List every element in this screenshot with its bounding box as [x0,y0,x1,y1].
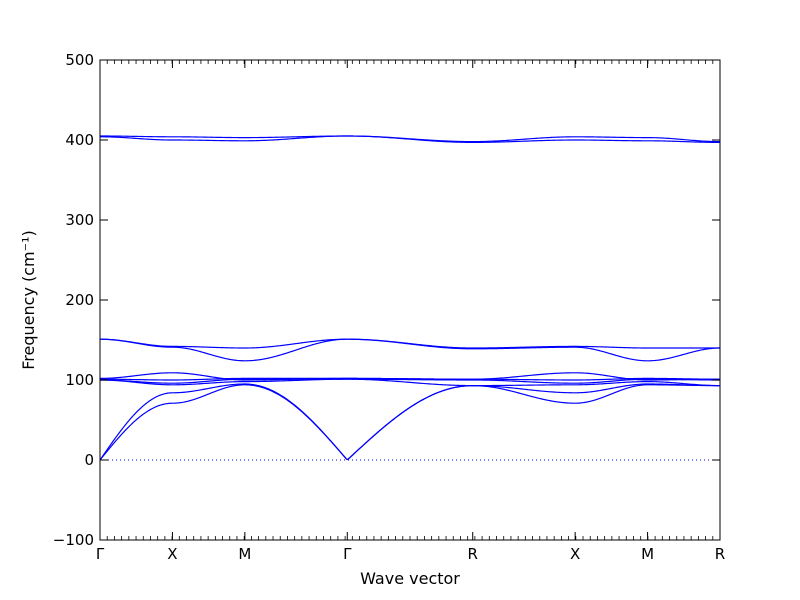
y-tick-label: 0 [84,451,94,469]
branch-line-9 [99,383,720,461]
axes: −100 0 100 200 300 400 500 Γ X M Γ R X M R [53,51,725,563]
y-tick-label: 400 [65,131,94,149]
branch-line-4 [99,338,721,362]
y-axis-label: Frequency (cm⁻¹) [19,230,38,369]
x-tick-label: R [715,545,725,563]
x-tick-label: Γ [96,545,105,563]
x-axis-label: Wave vector [360,569,460,588]
y-tick-label: 200 [65,291,94,309]
y-tick-label: 100 [65,371,94,389]
branch-line-2 [100,135,720,143]
branch-line-6 [100,377,720,381]
branch-line-7 [100,378,720,384]
dispersion-curves [99,135,721,461]
x-tick-label: X [570,545,580,563]
branch-line-8 [100,378,720,387]
y-tick-label: −100 [53,531,94,549]
x-tick-label: R [468,545,478,563]
x-tick-label: M [641,545,654,563]
x-tick-label: X [167,545,177,563]
plot-frame [99,59,721,541]
y-tick-label: 500 [65,51,94,69]
branch-line-10 [99,384,720,461]
x-tick-label: Γ [343,545,352,563]
y-tick-label: 300 [65,211,94,229]
x-tick-label: M [238,545,251,563]
